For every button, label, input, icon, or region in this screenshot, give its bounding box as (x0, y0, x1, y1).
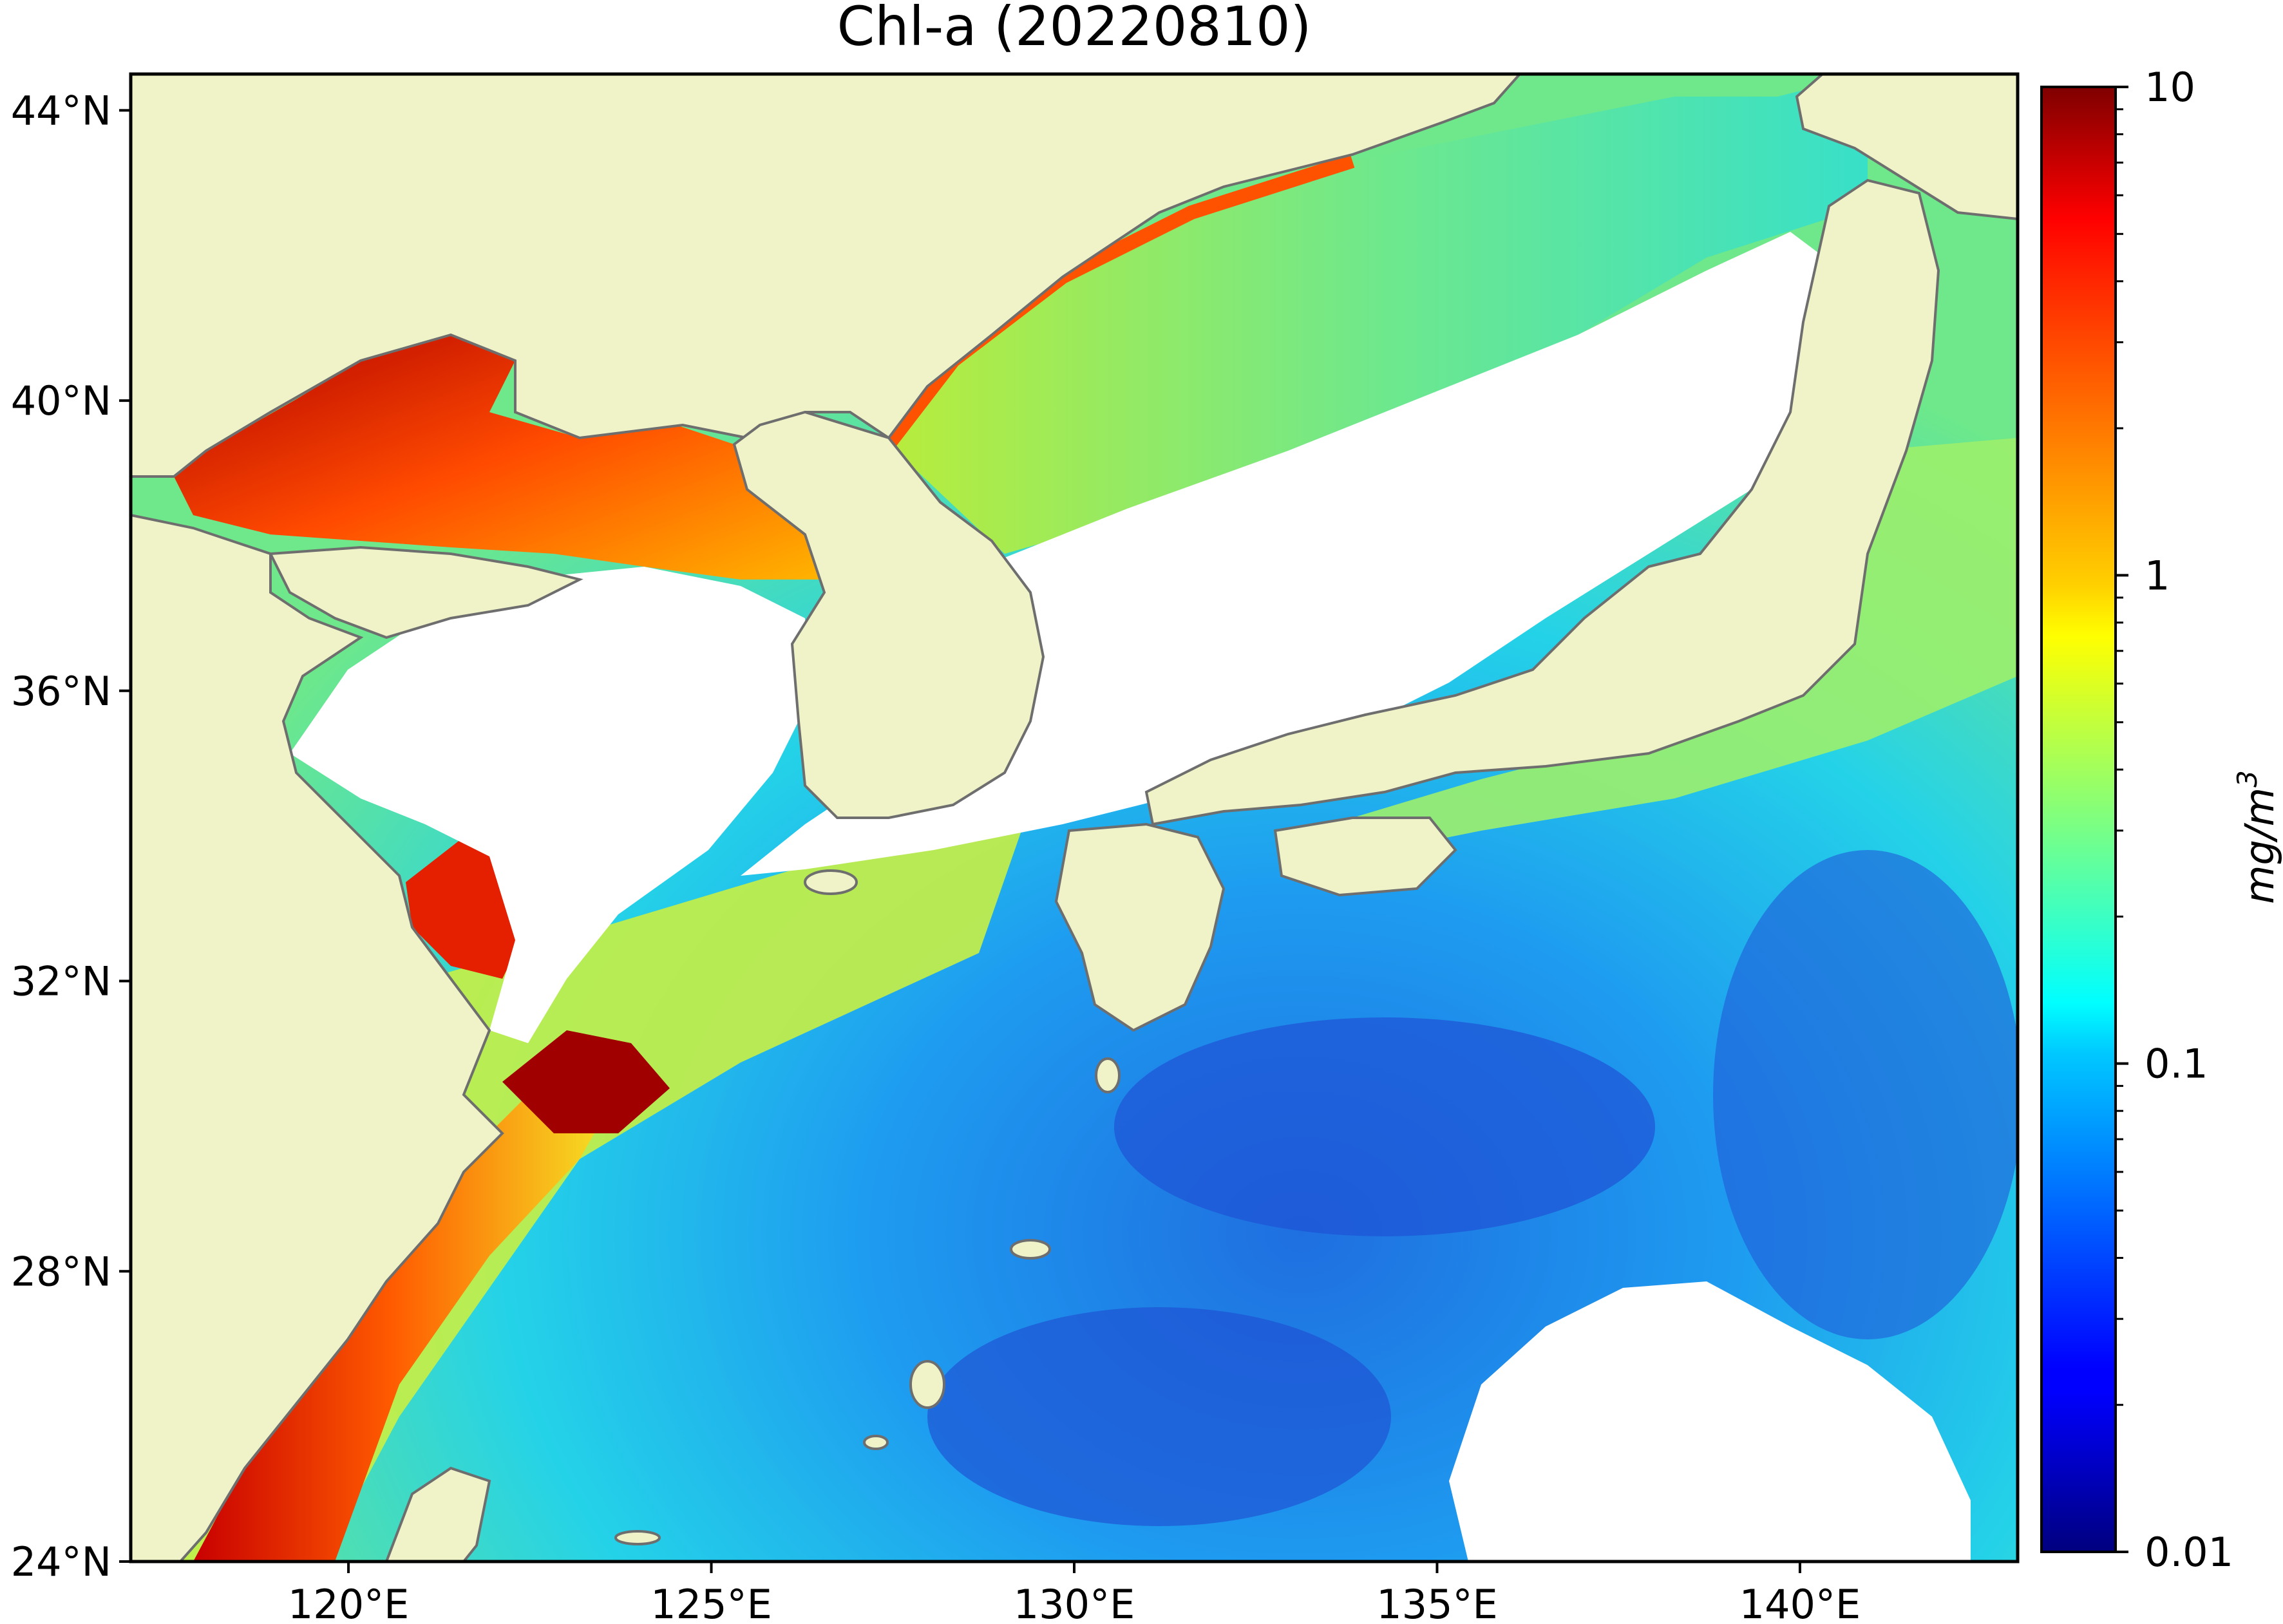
land-hokkaido (1795, 74, 2018, 221)
colorbar-label: mg/m3 (2231, 770, 2283, 904)
no-data-cloud (290, 567, 811, 1043)
land-kyushu (1054, 822, 1226, 1032)
colorbar-tick-label: 10 (2145, 64, 2195, 111)
colorbar-ticks: 10 1 0.1 0.01 (2116, 64, 2233, 1576)
colorbar: 10 1 0.1 0.01 mg/m3 (2040, 64, 2283, 1576)
lon-tick-label: 125°E (650, 1581, 772, 1624)
land-honshu (1144, 178, 1940, 826)
sea-of-japan-north (889, 74, 1868, 554)
lat-tick-label: 32°N (11, 958, 111, 1005)
no-data-cloud (1449, 1281, 1971, 1562)
lat-tick-label: 40°N (11, 377, 111, 424)
low-chlorophyll-patch (1713, 850, 2018, 1339)
lat-tick-label: 24°N (11, 1538, 111, 1585)
lat-tick-label: 44°N (11, 87, 111, 134)
low-chlorophyll-patch (927, 1307, 1391, 1526)
longitude-axis: 120°E 125°E 130°E 135°E 140°E (288, 1562, 1861, 1624)
yangtze-plume (502, 1030, 670, 1133)
land-island (863, 1435, 889, 1450)
lat-tick-label: 28°N (11, 1248, 111, 1295)
colorbar-label-base: mg/m (2236, 788, 2283, 904)
colorbar-tick-label: 0.01 (2145, 1529, 2233, 1576)
latitude-axis: 44°N 40°N 36°N 32°N 28°N 24°N (11, 87, 131, 1585)
kuroshio-margin (1288, 438, 2018, 856)
low-chlorophyll-patch (1114, 1017, 1655, 1236)
lon-tick-label: 140°E (1739, 1581, 1861, 1624)
land-shandong (268, 545, 583, 639)
land-china-east (131, 513, 504, 1562)
colorbar-label-exponent: 3 (2231, 770, 2263, 788)
coastal-bloom-china (193, 1043, 631, 1562)
land-korea (732, 410, 1045, 819)
land-jeju (804, 869, 858, 895)
colorbar-tick-label: 0.1 (2145, 1041, 2208, 1088)
map-area (131, 74, 2018, 1562)
land-taiwan (384, 1466, 491, 1562)
lon-tick-label: 135°E (1376, 1581, 1498, 1624)
chart-title: Chl-a (20220810) (837, 0, 1312, 58)
lon-tick-label: 120°E (288, 1581, 410, 1624)
lon-tick-label: 130°E (1014, 1581, 1135, 1624)
land-shikoku (1273, 817, 1457, 897)
land-island (1095, 1057, 1121, 1093)
lat-tick-label: 36°N (11, 668, 111, 715)
colorbar-tick-label: 1 (2145, 552, 2170, 599)
colorbar-gradient (2040, 86, 2117, 1553)
land-island (1010, 1239, 1051, 1260)
land-island (614, 1530, 661, 1545)
bohai-bloom (174, 335, 824, 580)
land-island (909, 1360, 945, 1409)
land-layer (131, 74, 2018, 1562)
